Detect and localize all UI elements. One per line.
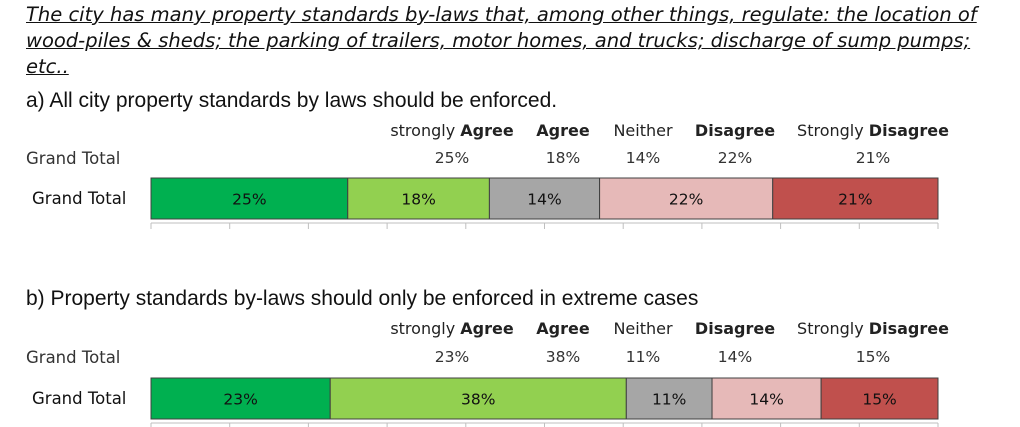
header-strongly-disagree-b: Strongly Disagree — [797, 319, 949, 338]
bar-label-strongly-agree: 23% — [223, 391, 257, 409]
summary-neither-a: 14% — [625, 149, 661, 167]
bar-label-strongly-disagree: 15% — [862, 391, 896, 409]
summary-disagree-b: 14% — [717, 348, 753, 366]
grand-total-header-a: Grand Total — [26, 149, 121, 168]
bar-segment-agree — [329, 377, 627, 420]
bar-label-strongly-disagree: 21% — [838, 191, 872, 209]
summary-strongly-disagree-a: 21% — [855, 149, 891, 167]
question-a-title: a) All city property standards by laws s… — [26, 89, 558, 112]
summary-disagree-a: 22% — [717, 149, 753, 167]
header-strongly-agree-a: strongly Agree — [390, 121, 514, 140]
bar-label-strongly-agree: 25% — [232, 191, 266, 209]
row-label-a: Grand Total — [32, 189, 127, 208]
bar-label-neither: 14% — [527, 191, 561, 209]
bar-segment-neither — [625, 377, 713, 420]
bar-label-agree: 18% — [401, 191, 435, 209]
header-strongly-agree-b: strongly Agree — [390, 319, 514, 338]
header-disagree-b: Disagree — [694, 319, 776, 338]
bar-segment-neither — [488, 177, 601, 220]
summary-agree-a: 18% — [545, 149, 581, 167]
grand-total-header-b: Grand Total — [26, 348, 121, 367]
header-strongly-disagree-a: Strongly Disagree — [797, 121, 949, 140]
summary-strongly-agree-a: 25% — [434, 149, 470, 167]
bar-label-neither: 11% — [652, 391, 686, 409]
summary-neither-b: 11% — [625, 348, 661, 366]
bar-segment-strongly-disagree — [820, 377, 939, 420]
summary-agree-b: 38% — [545, 348, 581, 366]
bar-label-agree: 38% — [461, 391, 495, 409]
intro-text: The city has many property standards by-… — [26, 3, 977, 78]
bar-label-disagree: 22% — [669, 191, 703, 209]
header-neither-b: Neither — [613, 319, 673, 338]
bar-segment-strongly-agree — [150, 177, 349, 220]
question-b-title: b) Property standards by-laws should onl… — [26, 287, 699, 310]
header-disagree-a: Disagree — [694, 121, 776, 140]
row-label-b: Grand Total — [32, 389, 127, 408]
bar-segment-agree — [347, 177, 490, 220]
summary-strongly-disagree-b: 15% — [855, 348, 891, 366]
header-agree-a: Agree — [536, 121, 590, 140]
header-agree-b: Agree — [536, 319, 590, 338]
bar-segment-strongly-disagree — [772, 177, 939, 220]
summary-strongly-agree-b: 23% — [434, 348, 470, 366]
bar-label-disagree: 14% — [749, 391, 783, 409]
header-neither-a: Neither — [613, 121, 673, 140]
